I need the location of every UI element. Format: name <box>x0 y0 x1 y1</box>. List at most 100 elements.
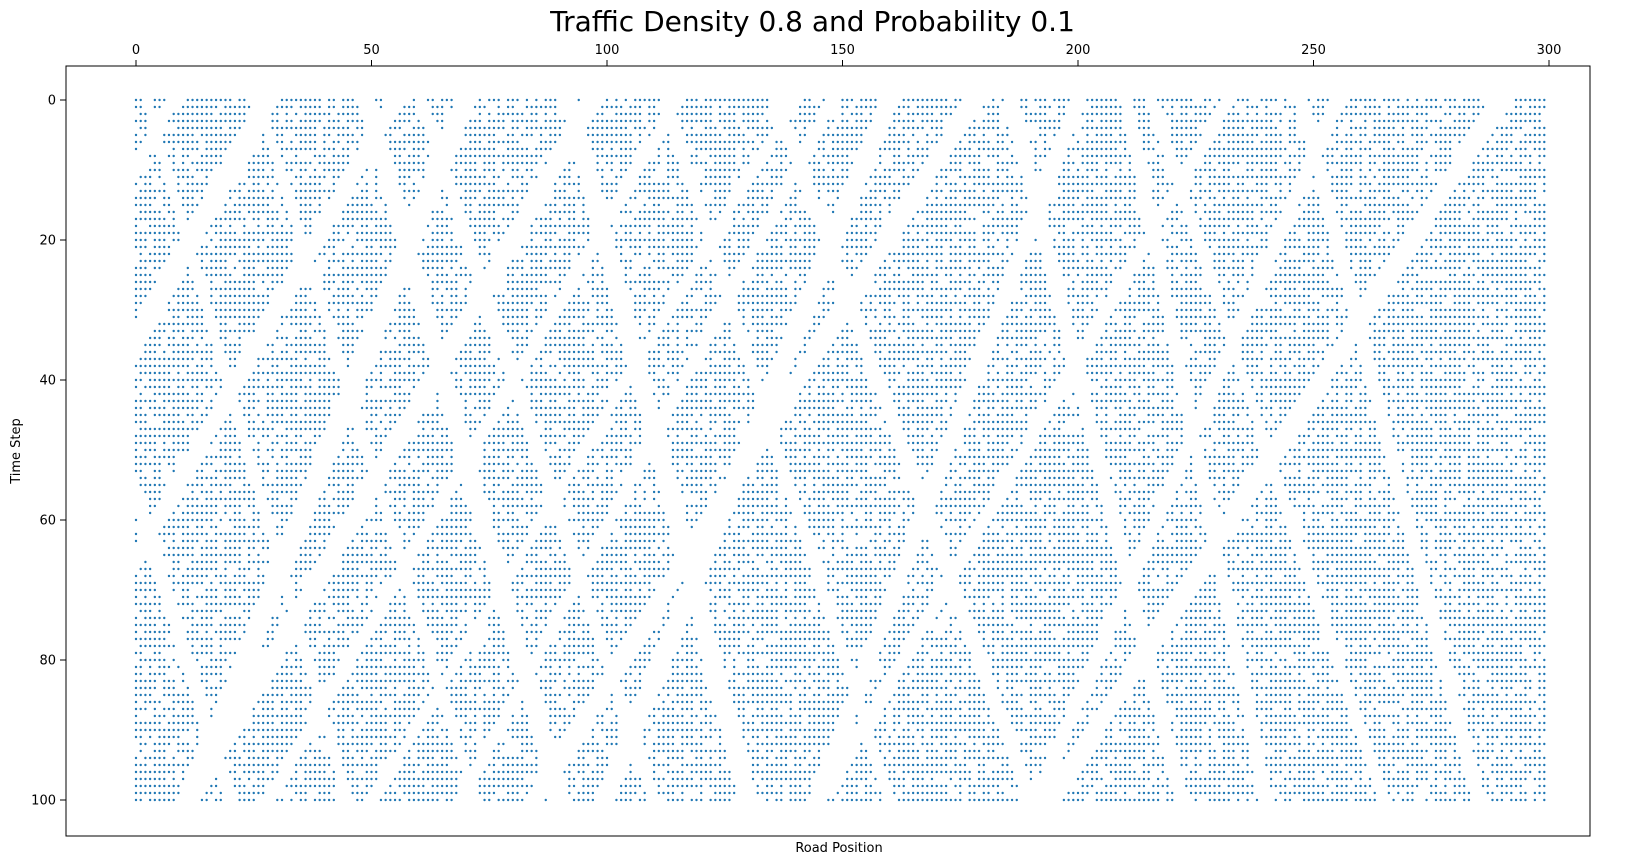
data-point <box>996 105 1000 109</box>
data-point <box>1284 287 1287 291</box>
data-point <box>1218 175 1221 179</box>
data-point <box>210 98 213 102</box>
data-point <box>412 147 416 151</box>
data-point <box>728 231 731 235</box>
data-point <box>445 280 449 284</box>
data-point <box>553 224 557 228</box>
data-point <box>1232 147 1235 151</box>
data-point <box>610 196 613 200</box>
data-point <box>294 98 298 102</box>
data-point <box>648 105 651 109</box>
data-point <box>1208 245 1212 249</box>
data-point <box>959 140 962 144</box>
data-point <box>1119 140 1122 144</box>
data-point <box>1236 98 1240 102</box>
data-point <box>511 133 514 137</box>
data-point <box>996 217 1000 221</box>
data-point <box>351 98 354 102</box>
data-point <box>252 287 255 291</box>
data-point <box>1269 147 1273 151</box>
data-point <box>926 119 929 123</box>
data-point <box>1349 245 1353 249</box>
data-point <box>732 161 736 165</box>
data-point <box>1194 259 1197 263</box>
data-point <box>219 217 222 221</box>
data-point <box>1349 182 1353 186</box>
data-point <box>1086 147 1089 151</box>
data-point <box>393 245 397 249</box>
data-point <box>878 147 882 151</box>
data-point <box>813 252 816 256</box>
data-point <box>1114 98 1117 102</box>
data-point <box>714 168 717 172</box>
data-point <box>992 217 995 221</box>
data-point <box>558 287 562 291</box>
data-point <box>134 217 138 221</box>
data-point <box>1543 133 1546 137</box>
data-point <box>205 98 208 102</box>
data-point <box>261 203 265 207</box>
data-point <box>455 259 458 263</box>
data-point <box>1171 273 1174 277</box>
data-point <box>1039 133 1042 137</box>
data-point <box>1420 175 1424 179</box>
data-point <box>257 203 260 207</box>
data-point <box>926 196 929 200</box>
data-point <box>1538 224 1541 228</box>
data-point <box>1364 224 1367 228</box>
data-point <box>1340 287 1343 291</box>
data-point <box>601 175 604 179</box>
data-point <box>544 126 547 130</box>
data-point <box>761 203 764 207</box>
data-point <box>1100 140 1103 144</box>
data-point <box>949 238 953 242</box>
data-point <box>544 140 547 144</box>
data-point <box>356 287 359 291</box>
data-point <box>1138 126 1141 130</box>
data-point <box>219 231 222 235</box>
data-point <box>1312 105 1315 109</box>
data-point <box>813 231 816 235</box>
data-point <box>455 294 458 298</box>
data-point <box>1279 154 1282 158</box>
data-point <box>704 280 708 284</box>
data-point <box>1519 259 1522 263</box>
data-point <box>205 140 208 144</box>
data-point <box>313 133 317 137</box>
data-point <box>1194 280 1197 284</box>
data-point <box>1241 259 1245 263</box>
data-point <box>657 287 661 291</box>
data-point <box>1039 105 1042 109</box>
data-point <box>1486 287 1489 291</box>
data-point <box>1510 140 1513 144</box>
data-point <box>709 112 712 116</box>
data-point <box>634 238 637 242</box>
data-point <box>1491 259 1494 263</box>
data-point <box>153 259 157 263</box>
data-point <box>1387 119 1391 123</box>
data-point <box>1138 287 1141 291</box>
data-point <box>610 154 613 158</box>
data-point <box>459 273 463 277</box>
data-point <box>836 196 839 200</box>
data-point <box>1194 126 1197 130</box>
data-point <box>831 119 835 123</box>
data-point <box>521 273 524 277</box>
data-point <box>1208 231 1212 235</box>
data-point <box>1274 133 1278 137</box>
data-point <box>1321 112 1325 116</box>
data-point <box>558 133 562 137</box>
data-point <box>629 280 632 284</box>
data-point <box>1514 210 1518 214</box>
data-point <box>346 217 350 221</box>
data-point <box>1505 210 1508 214</box>
data-point <box>200 266 204 270</box>
data-point <box>1232 217 1235 221</box>
data-point <box>944 196 948 200</box>
data-point <box>478 154 482 158</box>
data-point <box>478 175 482 179</box>
data-point <box>1477 245 1480 249</box>
data-point <box>257 182 260 186</box>
data-point <box>1067 210 1070 214</box>
data-point <box>1397 161 1400 165</box>
